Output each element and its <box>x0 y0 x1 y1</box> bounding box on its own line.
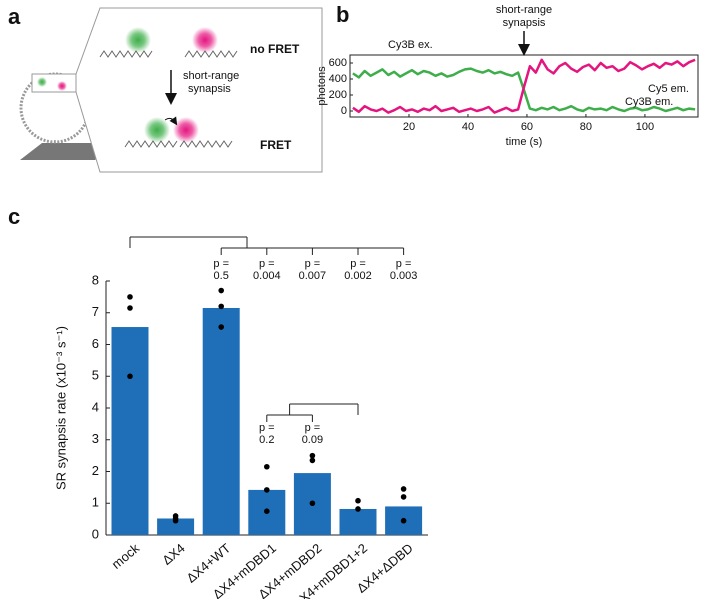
data-point <box>400 517 407 524</box>
p-label: p = <box>350 258 366 270</box>
p-value: 0.5 <box>214 270 229 282</box>
panel-label: a <box>8 4 21 29</box>
annotation: Cy3B ex. <box>388 39 433 51</box>
dye <box>37 77 47 87</box>
p-label: p = <box>396 258 412 270</box>
data-point <box>309 500 316 507</box>
data-point <box>127 305 133 311</box>
dye <box>125 27 151 53</box>
x-tick-label: 60 <box>521 121 533 133</box>
dna <box>124 140 178 148</box>
data-point <box>355 506 361 512</box>
event-label: short-range <box>496 4 552 16</box>
dye <box>173 117 199 143</box>
y-tick-label: 3 <box>92 431 99 446</box>
bar <box>202 307 240 535</box>
dna <box>99 50 153 58</box>
data-point <box>218 324 224 330</box>
legend-label: Cy3B em. <box>625 96 673 108</box>
fret-arrow <box>164 116 178 126</box>
panel-label: c <box>8 204 20 229</box>
data-point <box>309 457 316 464</box>
y-tick-label: 0 <box>341 105 347 117</box>
p-value: 0.09 <box>302 434 323 446</box>
x-axis-label: time (s) <box>506 136 543 148</box>
data-point <box>309 452 316 459</box>
x-tick-label: 80 <box>580 121 592 133</box>
diagram: no FRET short-range synapsis FRET <box>19 7 323 173</box>
state-label: FRET <box>260 138 292 152</box>
dna <box>184 50 238 58</box>
bar <box>339 508 377 535</box>
series-line <box>352 58 696 114</box>
dna <box>179 140 233 148</box>
p-label: p = <box>259 422 275 434</box>
y-tick-label: 5 <box>92 368 99 383</box>
legend-label: Cy5 em. <box>648 83 689 95</box>
p-label: p = <box>305 258 321 270</box>
y-tick-label: 2 <box>92 463 99 478</box>
p-value: 0.007 <box>299 270 327 282</box>
x-tick-label: 20 <box>403 121 415 133</box>
data-point <box>355 497 361 504</box>
x-tick-label: mock <box>109 540 143 572</box>
event-label: synapsis <box>503 17 546 29</box>
y-tick-label: 7 <box>92 304 99 319</box>
p-label: p = <box>213 258 229 270</box>
bar <box>157 518 195 535</box>
y-axis-label: SR synapsis rate (x10⁻³ s⁻¹) <box>53 326 68 490</box>
dye <box>144 117 170 143</box>
x-tick-label: 100 <box>636 121 654 133</box>
data-point <box>400 494 407 500</box>
y-tick-label: 1 <box>92 495 99 510</box>
y-tick-label: 600 <box>329 57 347 69</box>
y-axis-label: photons <box>316 66 328 106</box>
data-point <box>264 463 270 470</box>
y-tick-label: 8 <box>92 272 99 287</box>
p-value: 0.004 <box>253 270 281 282</box>
data-point <box>218 303 224 310</box>
dye <box>57 81 67 91</box>
p-label: p = <box>305 422 321 434</box>
data-point <box>400 486 407 492</box>
p-label: p = <box>259 258 275 270</box>
data-point <box>127 373 133 380</box>
y-tick-label: 4 <box>92 399 99 414</box>
data-point <box>172 517 179 524</box>
y-tick-label: 400 <box>329 73 347 85</box>
y-tick-label: 200 <box>329 89 347 101</box>
p-value: 0.003 <box>390 270 418 282</box>
p-value: 0.002 <box>344 270 372 282</box>
transition-label: synapsis <box>188 83 231 95</box>
y-tick-label: 0 <box>92 526 99 541</box>
dye <box>192 27 218 53</box>
data-point <box>264 508 270 514</box>
data-point <box>218 287 224 294</box>
data-point <box>127 294 133 300</box>
y-tick-label: 6 <box>92 336 99 351</box>
state-label: no FRET <box>250 42 300 56</box>
p-value: 0.2 <box>259 434 274 446</box>
x-tick-label: 40 <box>462 121 474 133</box>
data-point <box>264 487 270 493</box>
panel-label: b <box>336 2 349 27</box>
bar <box>111 327 149 535</box>
x-tick-label: ΔX4 <box>159 540 187 567</box>
transition-label: short-range <box>183 70 239 82</box>
